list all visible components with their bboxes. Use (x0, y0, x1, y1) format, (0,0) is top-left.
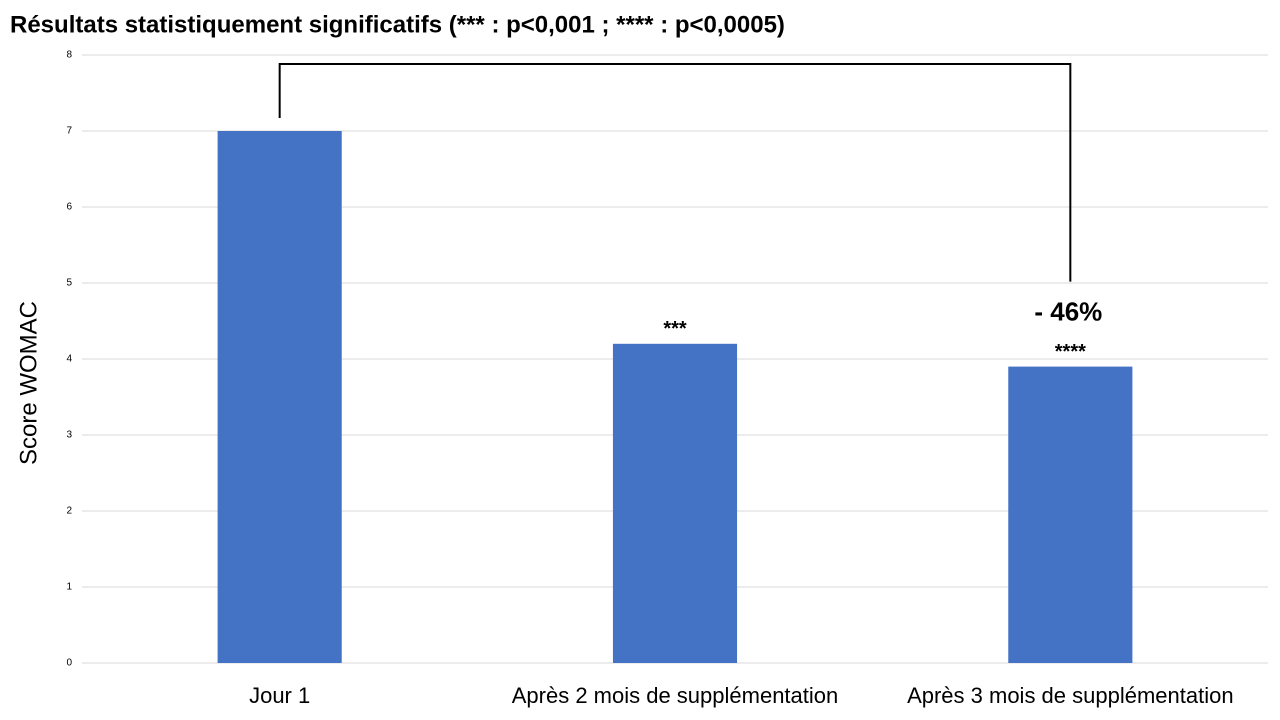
bar (1008, 366, 1133, 663)
y-tick-label: 1 (66, 582, 72, 593)
x-tick-label: Après 2 mois de supplémentation (512, 683, 839, 708)
y-tick-label: 2 (66, 506, 72, 517)
significance-label: *** (663, 318, 687, 340)
change-label: - 46% (1034, 296, 1102, 326)
x-tick-label: Jour 1 (249, 683, 310, 708)
y-tick-label: 3 (66, 430, 72, 441)
comparison-bracket (278, 63, 1072, 282)
y-tick-label: 4 (66, 354, 72, 365)
significance-label: **** (1055, 341, 1086, 363)
bar (612, 343, 738, 663)
x-tick-label: Après 3 mois de supplémentation (907, 683, 1234, 708)
y-tick-label: 5 (66, 278, 72, 289)
bar (217, 131, 342, 663)
y-tick-label: 7 (66, 126, 72, 137)
y-axis-label: Score WOMAC (15, 301, 42, 465)
chart-title: Résultats statistiquement significatifs … (10, 11, 785, 38)
y-tick-label: 6 (66, 202, 72, 213)
y-tick-label: 0 (66, 658, 72, 669)
y-tick-label: 8 (66, 50, 72, 61)
